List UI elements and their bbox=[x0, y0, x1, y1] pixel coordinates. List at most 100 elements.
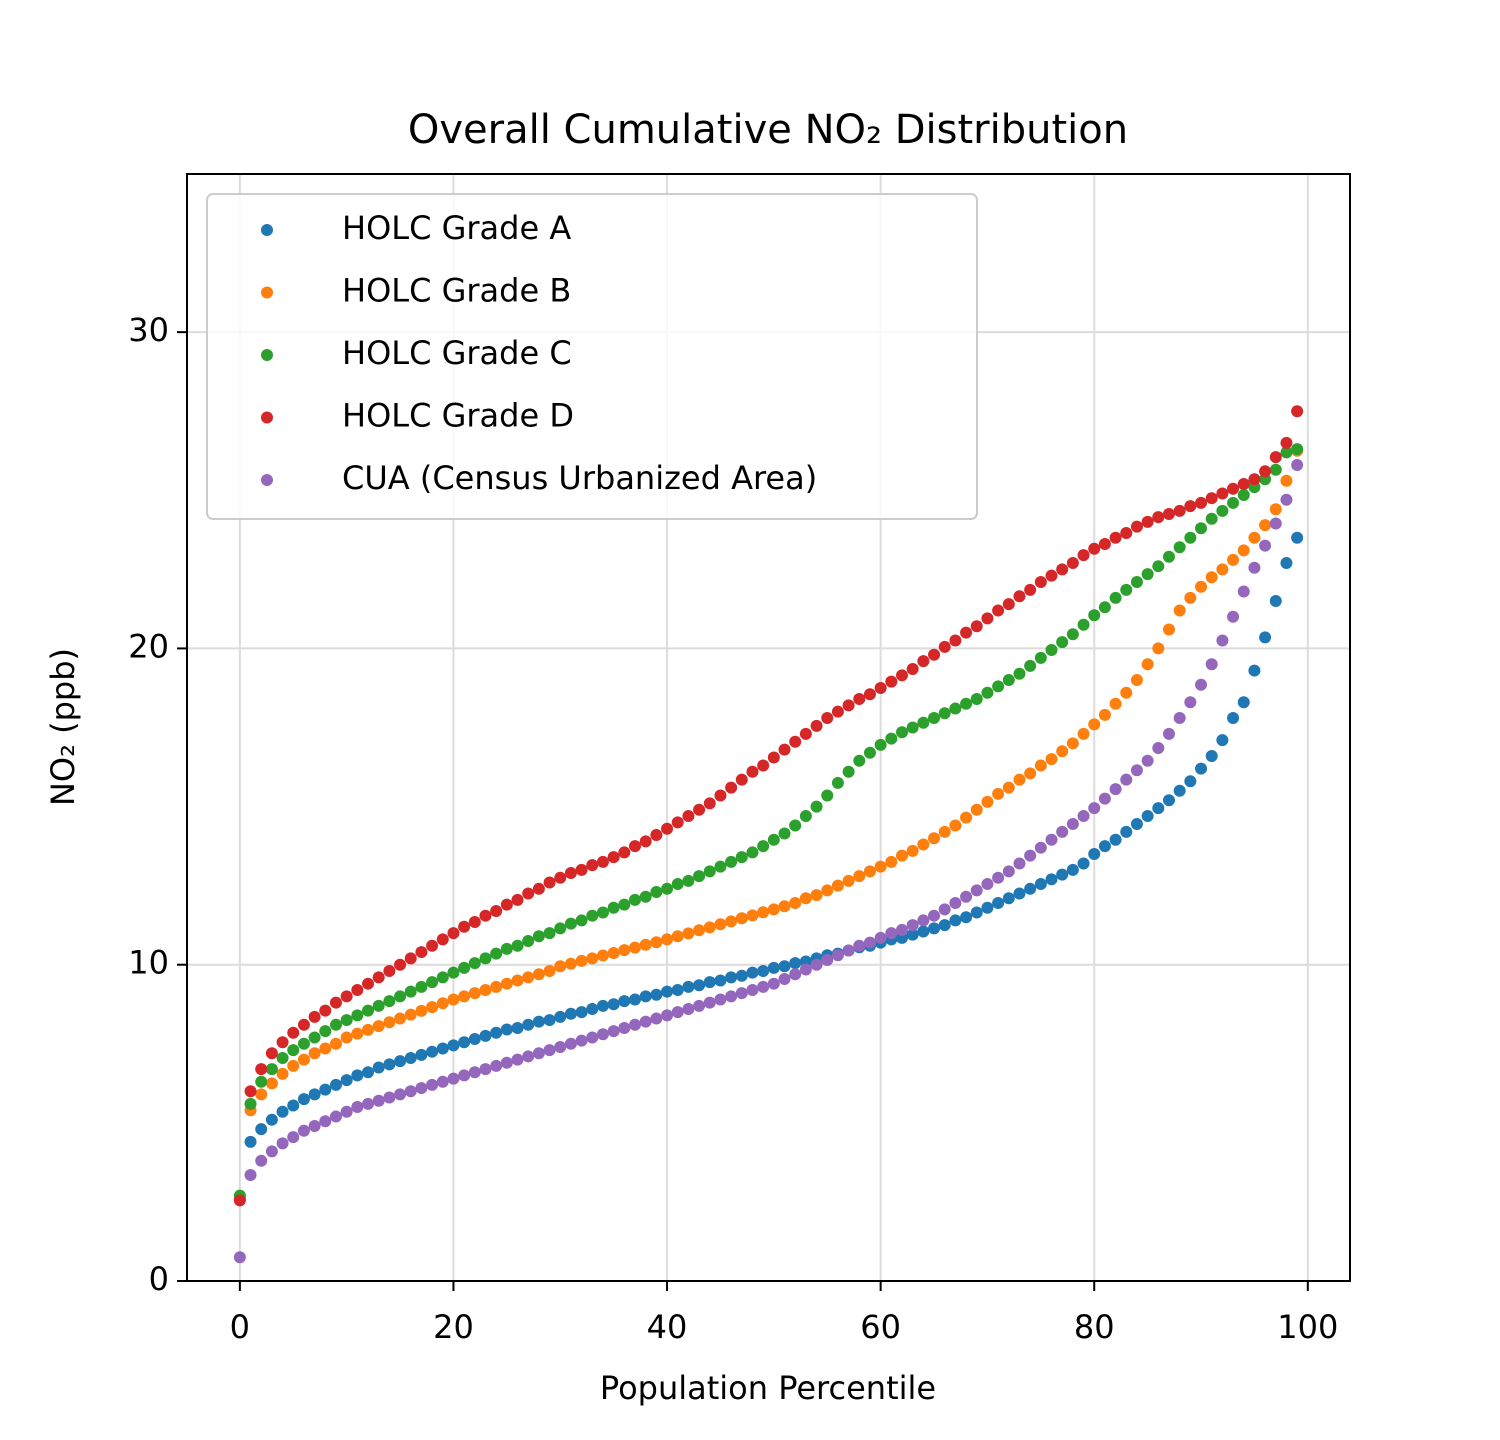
point bbox=[629, 993, 642, 1006]
point bbox=[928, 922, 941, 935]
point bbox=[789, 968, 802, 981]
point bbox=[1152, 511, 1165, 524]
point bbox=[532, 1047, 545, 1060]
point bbox=[1248, 473, 1261, 486]
point bbox=[981, 878, 994, 891]
point bbox=[255, 1088, 268, 1101]
point bbox=[265, 1145, 278, 1158]
point bbox=[426, 1078, 439, 1091]
point bbox=[981, 901, 994, 914]
legend-marker bbox=[261, 224, 273, 236]
point bbox=[970, 906, 983, 919]
point bbox=[1034, 651, 1047, 664]
point bbox=[885, 855, 898, 868]
point bbox=[1237, 477, 1250, 490]
point bbox=[831, 949, 844, 962]
point bbox=[394, 1012, 407, 1025]
point bbox=[703, 865, 716, 878]
point bbox=[522, 1018, 535, 1031]
point bbox=[629, 1018, 642, 1031]
point bbox=[276, 1067, 289, 1080]
point bbox=[329, 1110, 342, 1123]
point bbox=[490, 904, 503, 917]
point bbox=[575, 954, 588, 967]
point bbox=[468, 957, 481, 970]
point bbox=[703, 921, 716, 934]
point bbox=[1259, 519, 1272, 532]
x-tick-label: 60 bbox=[860, 1308, 901, 1346]
point bbox=[1291, 458, 1304, 471]
point bbox=[287, 1099, 300, 1112]
point bbox=[981, 795, 994, 808]
point bbox=[1024, 767, 1037, 780]
point bbox=[308, 1088, 321, 1101]
point bbox=[1088, 718, 1101, 731]
point bbox=[1130, 764, 1143, 777]
point bbox=[682, 927, 695, 940]
point bbox=[1002, 598, 1015, 611]
point bbox=[1109, 531, 1122, 544]
point bbox=[778, 960, 791, 973]
point bbox=[543, 1044, 556, 1057]
point bbox=[618, 898, 631, 911]
point bbox=[329, 1037, 342, 1050]
point bbox=[714, 789, 727, 802]
point bbox=[917, 838, 930, 851]
point bbox=[821, 789, 834, 802]
point bbox=[586, 952, 599, 965]
points bbox=[233, 405, 1304, 1264]
point bbox=[575, 914, 588, 927]
point bbox=[650, 1012, 663, 1025]
point bbox=[1024, 583, 1037, 596]
point bbox=[564, 866, 577, 879]
point bbox=[426, 1045, 439, 1058]
point bbox=[607, 1025, 620, 1038]
point bbox=[885, 732, 898, 745]
point bbox=[1098, 840, 1111, 853]
point bbox=[340, 990, 353, 1003]
point bbox=[1066, 863, 1079, 876]
point bbox=[671, 930, 684, 943]
point bbox=[479, 1029, 492, 1042]
point bbox=[596, 855, 609, 868]
point bbox=[1088, 609, 1101, 622]
point bbox=[1162, 623, 1175, 636]
point bbox=[340, 1105, 353, 1118]
point bbox=[276, 1052, 289, 1065]
point bbox=[1227, 610, 1240, 623]
point bbox=[522, 1050, 535, 1063]
point bbox=[1227, 496, 1240, 509]
point bbox=[970, 884, 983, 897]
point bbox=[949, 819, 962, 832]
point bbox=[714, 993, 727, 1006]
point bbox=[1269, 463, 1282, 476]
y-tick-label: 30 bbox=[128, 311, 169, 349]
point bbox=[1291, 405, 1304, 418]
point bbox=[1216, 563, 1229, 576]
point bbox=[1280, 474, 1293, 487]
point bbox=[661, 933, 674, 946]
point bbox=[351, 1069, 364, 1082]
legend-label: HOLC Grade C bbox=[342, 334, 572, 372]
point bbox=[233, 1251, 246, 1264]
point bbox=[586, 859, 599, 872]
point bbox=[575, 1006, 588, 1019]
point bbox=[1024, 849, 1037, 862]
point bbox=[287, 1059, 300, 1072]
y-tick-label: 20 bbox=[128, 627, 169, 665]
point bbox=[1152, 560, 1165, 573]
point bbox=[1034, 878, 1047, 891]
point bbox=[842, 944, 855, 957]
point bbox=[746, 846, 759, 859]
point bbox=[372, 1094, 385, 1107]
point bbox=[362, 1023, 375, 1036]
legend: HOLC Grade A HOLC Grade B HOLC Grade C HOLC… bbox=[206, 193, 978, 520]
point bbox=[714, 974, 727, 987]
point bbox=[1173, 712, 1186, 725]
point bbox=[404, 1085, 417, 1098]
point bbox=[394, 990, 407, 1003]
point bbox=[511, 1053, 524, 1066]
point bbox=[1205, 512, 1218, 525]
point bbox=[842, 874, 855, 887]
point bbox=[1002, 781, 1015, 794]
